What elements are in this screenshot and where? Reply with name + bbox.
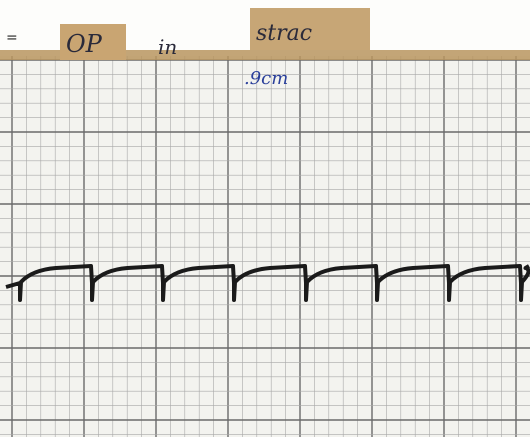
chart-recorder-scan: = OP in strac .9cm [0,0,530,437]
handwritten-label: strac [256,21,312,46]
margin-mark: = [6,30,18,46]
handwritten-note: .9cm [244,68,288,89]
handwritten-label: in [158,35,177,59]
handwritten-label: OP [66,30,103,58]
grid-paper [0,56,530,437]
